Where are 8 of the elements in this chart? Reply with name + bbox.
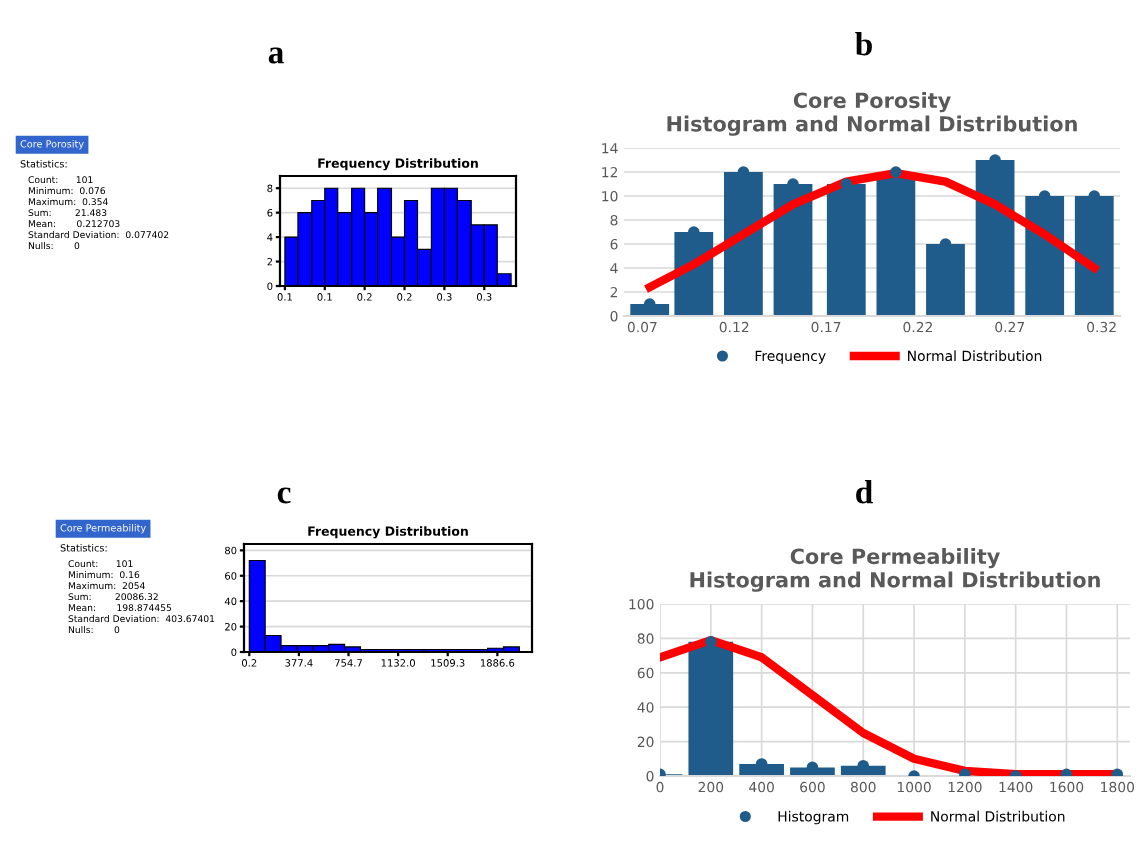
text: b <box>855 32 872 56</box>
text: a <box>268 47 284 64</box>
line-series <box>645 169 1099 292</box>
text: d <box>856 480 873 504</box>
chart-title: Core Porosity Histogram and Normal Distribution <box>667 92 1077 136</box>
chart-title: Core Permeability Histogram and Normal Distribution <box>690 548 1100 592</box>
text: c <box>277 487 291 504</box>
point <box>890 166 902 178</box>
